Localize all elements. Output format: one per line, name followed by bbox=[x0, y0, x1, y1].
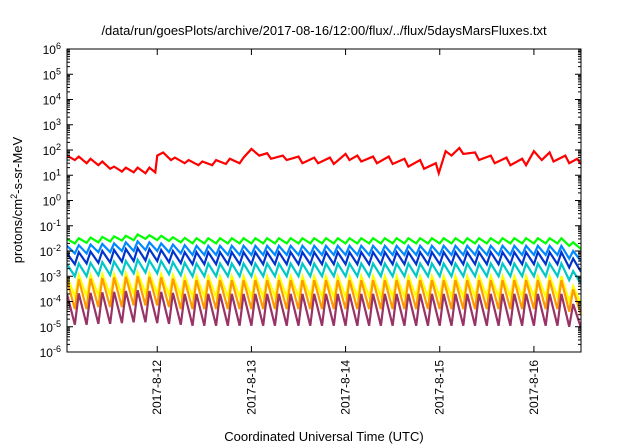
y-tick-exponent: -2 bbox=[53, 243, 61, 253]
y-tick-exponent: -3 bbox=[53, 268, 61, 278]
y-tick-label: 10-1 bbox=[40, 218, 61, 234]
plot-area bbox=[67, 146, 581, 329]
series-layer bbox=[67, 146, 581, 329]
y-tick-exponent: -4 bbox=[53, 294, 61, 304]
y-tick-base: 10 bbox=[40, 245, 54, 259]
y-tick-label: 10-5 bbox=[40, 319, 61, 335]
y-tick-base: 10 bbox=[40, 296, 54, 310]
y-axis: 10610510410310210110010-110-210-310-410-… bbox=[40, 41, 581, 360]
y-tick-label: 106 bbox=[43, 41, 61, 57]
y-tick-label: 100 bbox=[43, 193, 61, 209]
x-tick-label: 2017-8-13 bbox=[244, 360, 258, 415]
series-line-4 bbox=[67, 245, 581, 273]
y-tick-base: 10 bbox=[43, 94, 57, 108]
y-tick-base: 10 bbox=[40, 321, 54, 335]
x-axis: 2017-8-12 2017-8-13 2017-8-14 2017-8-15 2017… bbox=[150, 49, 541, 415]
x-tick-label: 2017-8-16 bbox=[527, 360, 541, 415]
y-tick-base: 10 bbox=[40, 270, 54, 284]
y-tick-exponent: 5 bbox=[56, 66, 61, 76]
x-axis-label: Coordinated Universal Time (UTC) bbox=[224, 429, 423, 444]
y-tick-base: 10 bbox=[40, 346, 54, 360]
y-tick-label: 10-2 bbox=[40, 243, 61, 259]
y-tick-label: 10-4 bbox=[40, 294, 61, 310]
y-axis-label-rest: -s-sr-MeV bbox=[10, 136, 25, 193]
y-tick-label: 10-3 bbox=[40, 268, 61, 284]
y-axis-label-base: protons/cm bbox=[10, 199, 25, 263]
chart-title: /data/run/goesPlots/archive/2017-08-16/1… bbox=[101, 23, 547, 38]
y-tick-exponent: 3 bbox=[56, 117, 61, 127]
y-tick-base: 10 bbox=[43, 144, 57, 158]
y-axis-label-sup: 2 bbox=[9, 194, 19, 199]
y-tick-label: 102 bbox=[43, 142, 61, 158]
y-tick-base: 10 bbox=[43, 169, 57, 183]
y-tick-exponent: 6 bbox=[56, 41, 61, 51]
y-tick-exponent: 4 bbox=[56, 92, 61, 102]
y-tick-exponent: 0 bbox=[56, 193, 61, 203]
y-tick-base: 10 bbox=[40, 220, 54, 234]
y-tick-label: 101 bbox=[43, 167, 61, 183]
y-tick-exponent: -1 bbox=[53, 218, 61, 228]
y-tick-base: 10 bbox=[43, 68, 57, 82]
series-line-1 bbox=[67, 146, 581, 178]
x-tick-label: 2017-8-15 bbox=[433, 360, 447, 415]
y-tick-label: 10-6 bbox=[40, 344, 61, 360]
x-tick-label: 2017-8-12 bbox=[150, 360, 164, 415]
y-tick-base: 10 bbox=[43, 43, 57, 57]
series-line-8 bbox=[67, 289, 581, 329]
y-tick-label: 103 bbox=[43, 117, 61, 133]
series-line-5 bbox=[67, 257, 581, 285]
y-tick-exponent: 2 bbox=[56, 142, 61, 152]
x-tick-label: 2017-8-14 bbox=[339, 360, 353, 415]
y-tick-label: 104 bbox=[43, 92, 61, 108]
y-axis-label: protons/cm2-s-sr-MeV bbox=[9, 136, 25, 263]
series-line-2 bbox=[67, 233, 581, 250]
y-tick-base: 10 bbox=[43, 195, 57, 209]
y-tick-label: 105 bbox=[43, 66, 61, 82]
y-tick-exponent: -5 bbox=[53, 319, 61, 329]
series-line-7 bbox=[67, 275, 581, 316]
y-tick-exponent: -6 bbox=[53, 344, 61, 354]
series-line-3 bbox=[67, 239, 581, 262]
y-tick-exponent: 1 bbox=[56, 167, 61, 177]
y-tick-base: 10 bbox=[43, 119, 57, 133]
